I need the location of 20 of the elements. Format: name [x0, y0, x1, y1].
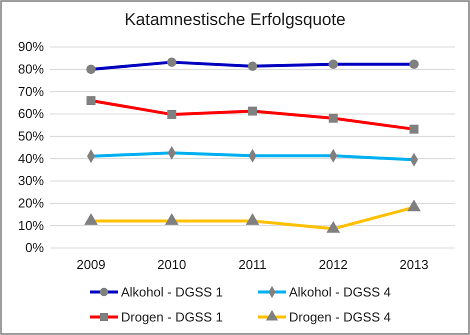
y-tick-label: 90% — [18, 39, 44, 54]
x-tick-label: 2012 — [318, 257, 348, 272]
y-tick-label: 0% — [25, 240, 44, 256]
y-tick-label: 50% — [18, 128, 44, 144]
y-tick-label: 40% — [18, 150, 44, 166]
y-tick-label: 10% — [18, 218, 44, 233]
legend-label: Alkohol - DGSS 1 — [121, 284, 223, 300]
y-tick-label: 70% — [18, 84, 44, 99]
x-tick-label: 2011 — [238, 257, 266, 272]
y-tick-label: 80% — [18, 61, 44, 76]
legend-label: Drogen - DGSS 1 — [121, 310, 223, 324]
x-tick-label: 2013 — [400, 257, 428, 272]
y-tick-label: 20% — [18, 195, 44, 210]
y-tick-label: 60% — [18, 106, 44, 122]
y-tick-label: 30% — [18, 173, 44, 188]
legend-label: Drogen - DGSS 4 — [289, 310, 391, 324]
chart-title: Katamnestische Erfolgsquote — [124, 10, 346, 29]
x-tick-label: 2009 — [76, 257, 106, 272]
legend-label: Alkohol - DGSS 4 — [289, 284, 391, 300]
x-tick-label: 2010 — [157, 257, 186, 272]
